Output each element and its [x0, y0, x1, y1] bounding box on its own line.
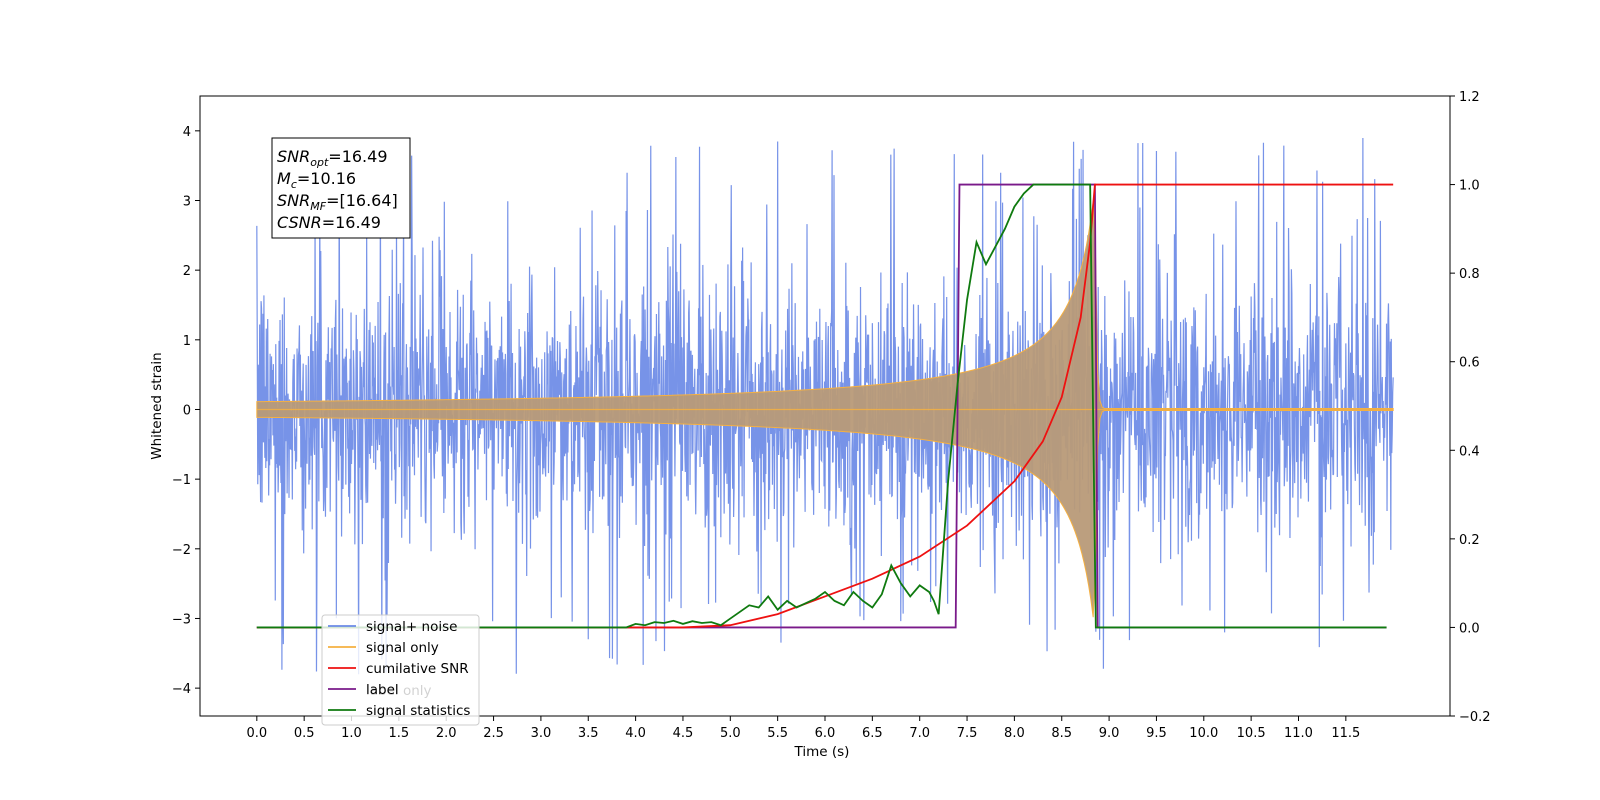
plot-area [256, 137, 1394, 675]
x-tick-label: 2.5 [483, 726, 504, 741]
x-tick-label: 2.0 [436, 726, 457, 741]
x-tick-label: 3.0 [531, 726, 552, 741]
signal-statistics-line [256, 183, 1387, 629]
x-tick-label: 3.5 [578, 726, 599, 741]
y2-tick-label: 0.4 [1459, 444, 1480, 459]
y2-axis-ticks: 1.2 1.0 0.8 0.6 0.4 0.2 0.0 −0.2 [1450, 90, 1491, 725]
x-tick-label: 5.5 [767, 726, 788, 741]
y-tick-label: −1 [172, 473, 191, 488]
x-tick-label: 8.0 [1004, 726, 1025, 741]
x-axis-label: Time (s) [794, 744, 850, 760]
y-tick-label: 1 [183, 334, 191, 349]
legend-label: signal+ noise [366, 619, 457, 635]
y-tick-label: −2 [172, 543, 191, 558]
y-axis-label: Whitened strain [149, 352, 165, 459]
y2-tick-label: 1.0 [1459, 179, 1480, 194]
snr-annotation-box: SNRopt=16.49Mc=10.16SNRMF=[16.64]CSNR=16… [271, 137, 411, 239]
signal-noise-line [256, 137, 1394, 675]
annotation-line: SNRopt=16.49 [277, 147, 388, 169]
y2-tick-label: 0.2 [1459, 533, 1480, 548]
annotation-line: Mc=10.16 [277, 169, 356, 191]
x-tick-label: 1.0 [341, 726, 362, 741]
x-tick-label: 1.5 [389, 726, 410, 741]
signal-only-series [256, 201, 1394, 618]
x-tick-label: 5.0 [720, 726, 741, 741]
x-tick-label: 8.5 [1051, 726, 1072, 741]
x-tick-label: 10.5 [1237, 726, 1266, 741]
y2-tick-label: −0.2 [1459, 710, 1491, 725]
x-axis-ticks: 0.0 0.5 1.0 1.5 2.0 2.5 3.0 3.5 4.0 4.5 5.0 5.5 6.0 6… [246, 716, 1360, 741]
y-tick-label: 4 [183, 125, 191, 140]
legend-hidden-text: label only [366, 683, 432, 699]
x-tick-label: 0.0 [246, 726, 267, 741]
x-tick-label: 9.5 [1146, 726, 1167, 741]
y2-tick-label: 0.8 [1459, 267, 1480, 282]
annotation-line: CSNR=16.49 [277, 213, 381, 232]
y2-tick-label: 0.6 [1459, 356, 1480, 371]
x-tick-label: 6.0 [815, 726, 836, 741]
legend-label: label [366, 682, 399, 698]
annotation-line: SNRMF=[16.64] [277, 191, 398, 213]
y2-tick-label: 1.2 [1459, 90, 1480, 105]
y-tick-label: −4 [172, 682, 191, 697]
y-tick-label: −3 [172, 612, 191, 627]
x-tick-label: 9.0 [1099, 726, 1120, 741]
right-axis-series [256, 183, 1394, 629]
legend-label: signal statistics [366, 703, 470, 719]
x-tick-label: 4.0 [625, 726, 646, 741]
x-tick-label: 10.0 [1189, 726, 1218, 741]
legend-label: signal only [366, 640, 439, 656]
x-tick-label: 11.5 [1331, 726, 1360, 741]
legend: label only signal+ noise signal only cumil… [321, 614, 480, 726]
x-tick-label: 7.5 [957, 726, 978, 741]
legend-label: cumilative SNR [366, 661, 469, 677]
x-tick-label: 0.5 [294, 726, 315, 741]
x-tick-label: 4.5 [673, 726, 694, 741]
y2-tick-label: 0.0 [1459, 621, 1480, 636]
signal-noise-series [256, 137, 1394, 675]
y-tick-label: 2 [183, 264, 191, 279]
x-tick-label: 6.5 [862, 726, 883, 741]
y-axis-ticks: 4 3 2 1 0 −1 −2 −3 −4 [172, 125, 200, 697]
x-tick-label: 7.0 [909, 726, 930, 741]
y-tick-label: 3 [183, 194, 191, 209]
y-tick-label: 0 [183, 403, 191, 418]
x-tick-label: 11.0 [1284, 726, 1313, 741]
cumulative-snr-line [256, 183, 1394, 629]
